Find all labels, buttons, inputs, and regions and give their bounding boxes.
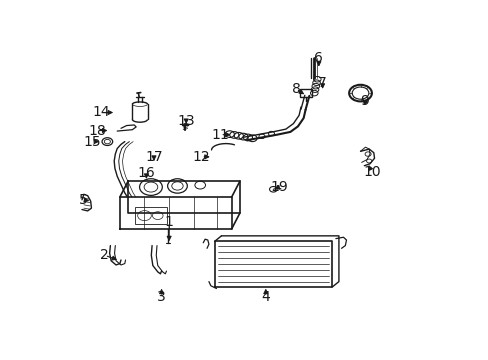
Text: 1: 1 [164, 215, 173, 229]
Text: 8: 8 [291, 82, 300, 96]
Text: 5: 5 [79, 193, 87, 207]
Bar [299, 90, 311, 97]
Text: 10: 10 [362, 165, 380, 179]
Text: 15: 15 [83, 135, 101, 149]
Bar [135, 207, 167, 224]
Text: 3: 3 [157, 290, 165, 304]
Text: 13: 13 [177, 114, 195, 128]
Text: 17: 17 [145, 150, 163, 164]
Text: 2: 2 [100, 248, 109, 262]
Text: 12: 12 [192, 150, 210, 164]
Text: 7: 7 [318, 76, 326, 90]
Text: 11: 11 [211, 128, 229, 142]
Text: 4: 4 [261, 290, 269, 304]
Text: 19: 19 [269, 180, 287, 194]
Text: 18: 18 [88, 123, 106, 138]
Text: 6: 6 [314, 51, 323, 66]
Text: 16: 16 [137, 166, 155, 180]
Text: 9: 9 [359, 94, 368, 108]
Text: 14: 14 [92, 105, 109, 120]
